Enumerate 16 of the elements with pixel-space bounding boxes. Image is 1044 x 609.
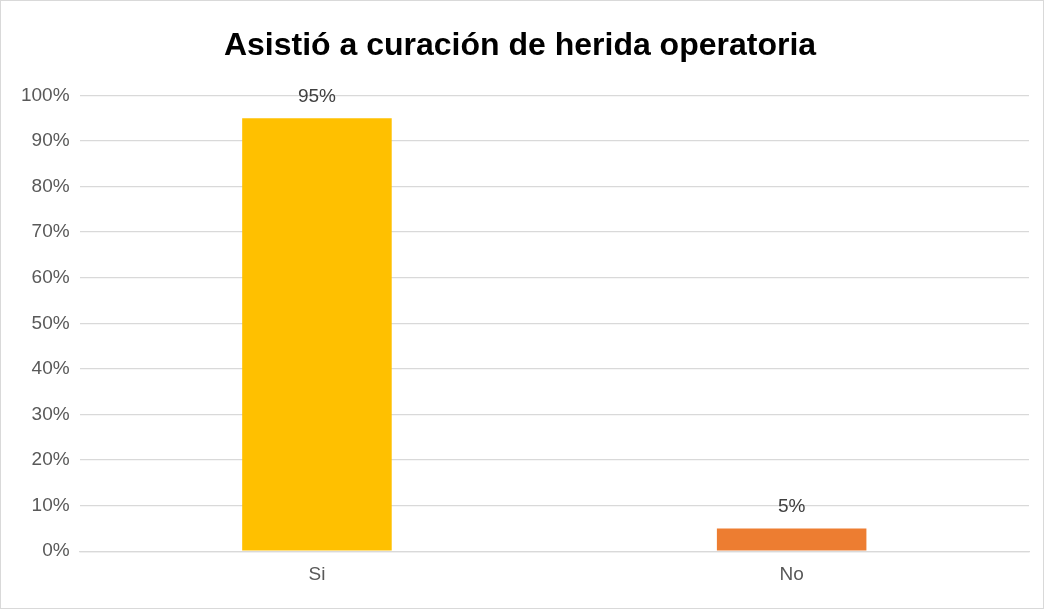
y-tick-label: 90%	[31, 129, 70, 151]
y-tick-label: 40%	[31, 357, 70, 379]
y-tick-label: 70%	[31, 220, 70, 242]
x-tick-label: No	[779, 562, 804, 584]
y-tick-label: 60%	[31, 265, 70, 287]
y-tick-label: 10%	[31, 493, 70, 515]
y-tick-label: 50%	[31, 311, 70, 333]
data-label: 95%	[297, 84, 337, 106]
chart-title: Asistió a curación de herida operatoria	[223, 26, 817, 63]
y-tick-label: 100%	[20, 83, 70, 105]
x-tick-label: Si	[308, 562, 326, 584]
y-tick-label: 0%	[42, 539, 70, 561]
y-tick-label: 20%	[31, 448, 70, 470]
y-tick-label: 30%	[31, 402, 70, 424]
y-tick-label: 80%	[31, 174, 70, 196]
data-label: 5%	[777, 495, 806, 517]
